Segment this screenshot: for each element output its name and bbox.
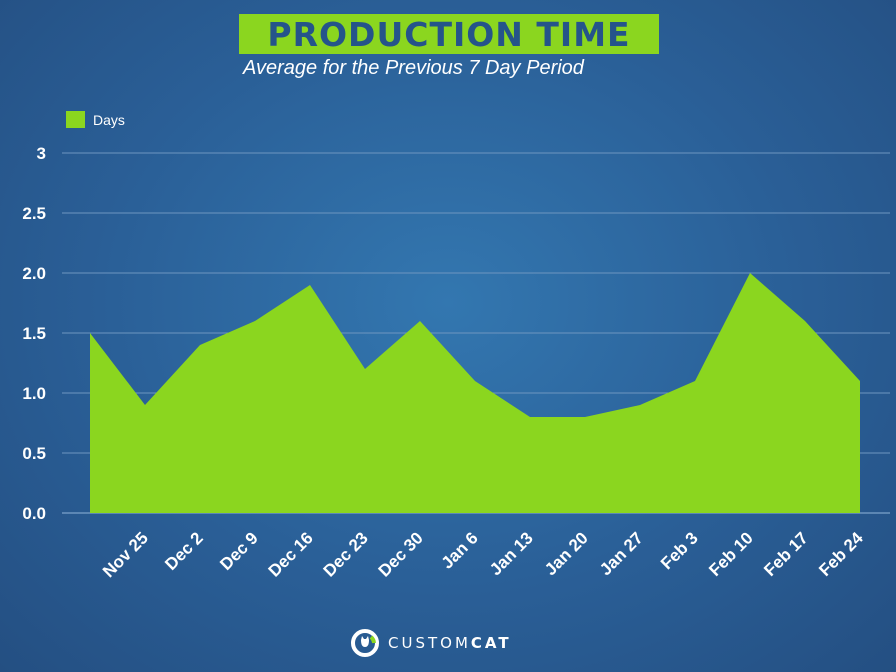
- y-tick-label: 3: [37, 144, 46, 163]
- x-tick-label: Feb 3: [657, 528, 702, 573]
- legend: Days: [66, 111, 125, 128]
- x-tick-label: Jan 13: [486, 528, 537, 579]
- chart-title: PRODUCTION TIME: [267, 14, 631, 54]
- x-tick-label: Dec 30: [375, 528, 427, 580]
- area-series-days: [90, 273, 860, 513]
- x-tick-label: Dec 16: [265, 528, 317, 580]
- legend-label: Days: [93, 111, 125, 128]
- y-axis-ticks: 0.0 0.5 1.0 1.5 2.0 2.5 3: [22, 144, 46, 523]
- y-tick-label: 2.5: [22, 204, 46, 223]
- x-tick-label: Dec 9: [216, 528, 262, 574]
- x-tick-label: Dec 2: [161, 528, 207, 574]
- y-tick-label: 1.5: [22, 324, 46, 343]
- y-tick-label: 2.0: [22, 264, 46, 283]
- x-tick-label: Feb 17: [760, 528, 812, 580]
- brand-name-part2: CAT: [470, 634, 512, 652]
- legend-swatch: [66, 111, 85, 128]
- chart-subtitle: Average for the Previous 7 Day Period: [243, 57, 584, 79]
- x-tick-label: Nov 25: [99, 528, 152, 581]
- x-tick-label: Jan 20: [541, 528, 592, 579]
- x-tick-label: Feb 10: [705, 528, 757, 580]
- y-tick-label: 1.0: [22, 384, 46, 403]
- x-tick-label: Jan 6: [438, 528, 482, 572]
- cat-logo-icon: [351, 629, 379, 657]
- brand-footer: CUSTOMCAT: [350, 628, 512, 658]
- area-series: [90, 273, 860, 513]
- chart-title-box: PRODUCTION TIME: [239, 14, 659, 54]
- brand-name-part1: CUSTOM: [388, 634, 471, 652]
- x-tick-label: Dec 23: [320, 528, 372, 580]
- brand-name: CUSTOMCAT: [388, 634, 512, 652]
- y-tick-label: 0.0: [22, 504, 46, 523]
- x-tick-label: Jan 27: [596, 528, 647, 579]
- x-tick-label: Feb 24: [815, 528, 867, 580]
- y-tick-label: 0.5: [22, 444, 46, 463]
